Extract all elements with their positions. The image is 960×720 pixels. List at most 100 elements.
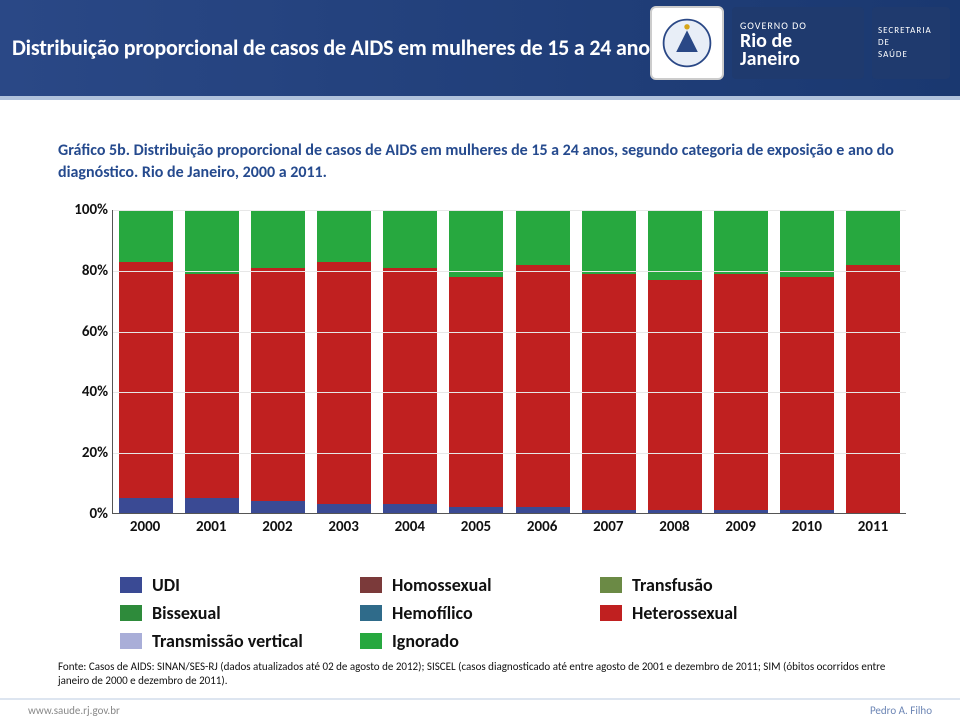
bar-segment-ignorado xyxy=(780,210,834,277)
brand-sec1: SECRETARIA xyxy=(878,25,932,37)
bar-column xyxy=(708,210,774,513)
bar-segment-heterossexual xyxy=(119,262,173,498)
x-axis-labels: 2000200120022003200420052006200720082009… xyxy=(112,518,906,536)
bar xyxy=(582,210,636,513)
bar-segment-ignorado xyxy=(185,210,239,274)
x-tick-label: 2011 xyxy=(840,518,906,536)
bar-segment-udi xyxy=(383,504,437,513)
chart-caption: Gráfico 5b. Distribuição proporcional de… xyxy=(58,140,902,184)
bar xyxy=(449,210,503,513)
footer-url: www.saude.rj.gov.br xyxy=(28,704,120,717)
legend-row: Transmissão vertical Ignorado xyxy=(120,630,840,652)
x-tick-label: 2002 xyxy=(244,518,310,536)
legend-item-heterossexual: Heterossexual xyxy=(600,602,840,624)
brand-block: GOVERNO DO Rio de Janeiro SECRETARIA DE … xyxy=(650,6,950,80)
bar-segment-udi xyxy=(780,510,834,513)
brand-rio2: Janeiro xyxy=(740,50,856,68)
gridline xyxy=(113,210,906,211)
bar-segment-heterossexual xyxy=(846,265,900,513)
bar-column xyxy=(774,210,840,513)
legend-row: UDIHomossexualTransfusão xyxy=(120,574,840,596)
brand-saude-logo: SECRETARIA DE SAÚDE xyxy=(872,7,950,79)
x-tick-label: 2009 xyxy=(708,518,774,536)
bar-segment-ignorado xyxy=(648,210,702,280)
bar-segment-udi xyxy=(449,507,503,513)
legend-label: Transfusão xyxy=(632,574,713,596)
bars-container xyxy=(113,210,906,513)
x-tick-label: 2010 xyxy=(774,518,840,536)
legend-label: Transmissão vertical xyxy=(152,630,303,652)
legend-swatch xyxy=(360,633,382,649)
legend-item-hemofilico: Hemofílico xyxy=(360,602,600,624)
gridline xyxy=(113,332,906,333)
header-underline xyxy=(0,96,960,100)
x-tick-label: 2004 xyxy=(377,518,443,536)
legend-swatch xyxy=(600,577,622,593)
bar-column xyxy=(840,210,906,513)
bar-segment-ignorado xyxy=(119,210,173,262)
bar-segment-udi xyxy=(185,498,239,513)
bar-column xyxy=(179,210,245,513)
bar xyxy=(383,210,437,513)
bar-segment-heterossexual xyxy=(648,280,702,510)
bar-segment-ignorado xyxy=(449,210,503,277)
gridline xyxy=(113,271,906,272)
x-tick-label: 2008 xyxy=(641,518,707,536)
legend-swatch xyxy=(600,605,622,621)
x-tick-label: 2007 xyxy=(575,518,641,536)
x-tick-label: 2003 xyxy=(311,518,377,536)
legend-item-udi: UDI xyxy=(120,574,360,596)
legend-label: Bissexual xyxy=(152,602,221,624)
bar-column xyxy=(311,210,377,513)
bar-column xyxy=(377,210,443,513)
y-tick-label: 40% xyxy=(82,383,108,401)
bar xyxy=(251,210,305,513)
bar-segment-ignorado xyxy=(383,210,437,268)
bar-segment-ignorado xyxy=(317,210,371,262)
bar-column xyxy=(576,210,642,513)
title-main: Distribuição proporcional de casos de AI… xyxy=(12,34,658,61)
source-footnote: Fonte: Casos de AIDS: SINAN/SES-RJ (dado… xyxy=(58,660,902,688)
bar-segment-heterossexual xyxy=(251,268,305,501)
x-tick-label: 2005 xyxy=(443,518,509,536)
bar xyxy=(119,210,173,513)
y-tick-label: 80% xyxy=(82,262,108,280)
plot-area xyxy=(112,210,906,514)
legend-row: Bissexual Hemofílico Heterossexual xyxy=(120,602,840,624)
y-tick-label: 60% xyxy=(82,323,108,341)
bar xyxy=(780,210,834,513)
footer-author: Pedro A. Filho xyxy=(870,704,932,717)
legend-swatch xyxy=(120,633,142,649)
legend-label: Ignorado xyxy=(392,630,459,652)
y-axis-labels: 0%20%40%60%80%100% xyxy=(54,210,112,514)
gridline xyxy=(113,453,906,454)
bar-segment-udi xyxy=(648,510,702,513)
bar-column xyxy=(642,210,708,513)
bar-segment-ignorado xyxy=(251,210,305,268)
chart-legend: UDIHomossexualTransfusão Bissexual Hemofíl… xyxy=(120,574,840,658)
bar-segment-heterossexual xyxy=(383,268,437,504)
bar-segment-udi xyxy=(119,498,173,513)
legend-swatch xyxy=(120,605,142,621)
bar xyxy=(648,210,702,513)
x-tick-label: 2001 xyxy=(178,518,244,536)
legend-label: UDI xyxy=(152,574,180,596)
bar-segment-ignorado xyxy=(846,210,900,265)
legend-swatch xyxy=(360,605,382,621)
stacked-bar-chart: 0%20%40%60%80%100% 200020012002200320042… xyxy=(54,210,906,560)
bar-segment-heterossexual xyxy=(185,274,239,498)
bar-column xyxy=(113,210,179,513)
bar-segment-ignorado xyxy=(714,210,768,274)
x-tick-label: 2000 xyxy=(112,518,178,536)
y-tick-label: 20% xyxy=(82,444,108,462)
y-tick-label: 0% xyxy=(89,505,108,523)
legend-label: Heterossexual xyxy=(632,602,737,624)
bar-segment-udi xyxy=(582,510,636,513)
bar-segment-udi xyxy=(317,504,371,513)
brand-rj-logo: GOVERNO DO Rio de Janeiro xyxy=(732,7,864,79)
state-seal-icon xyxy=(650,6,724,80)
slide-footer: www.saude.rj.gov.br Pedro A. Filho xyxy=(0,700,960,720)
page-title: Distribuição proporcional de casos de AI… xyxy=(12,34,708,61)
legend-item-trans_vert: Transmissão vertical xyxy=(120,630,360,652)
bar-column xyxy=(245,210,311,513)
